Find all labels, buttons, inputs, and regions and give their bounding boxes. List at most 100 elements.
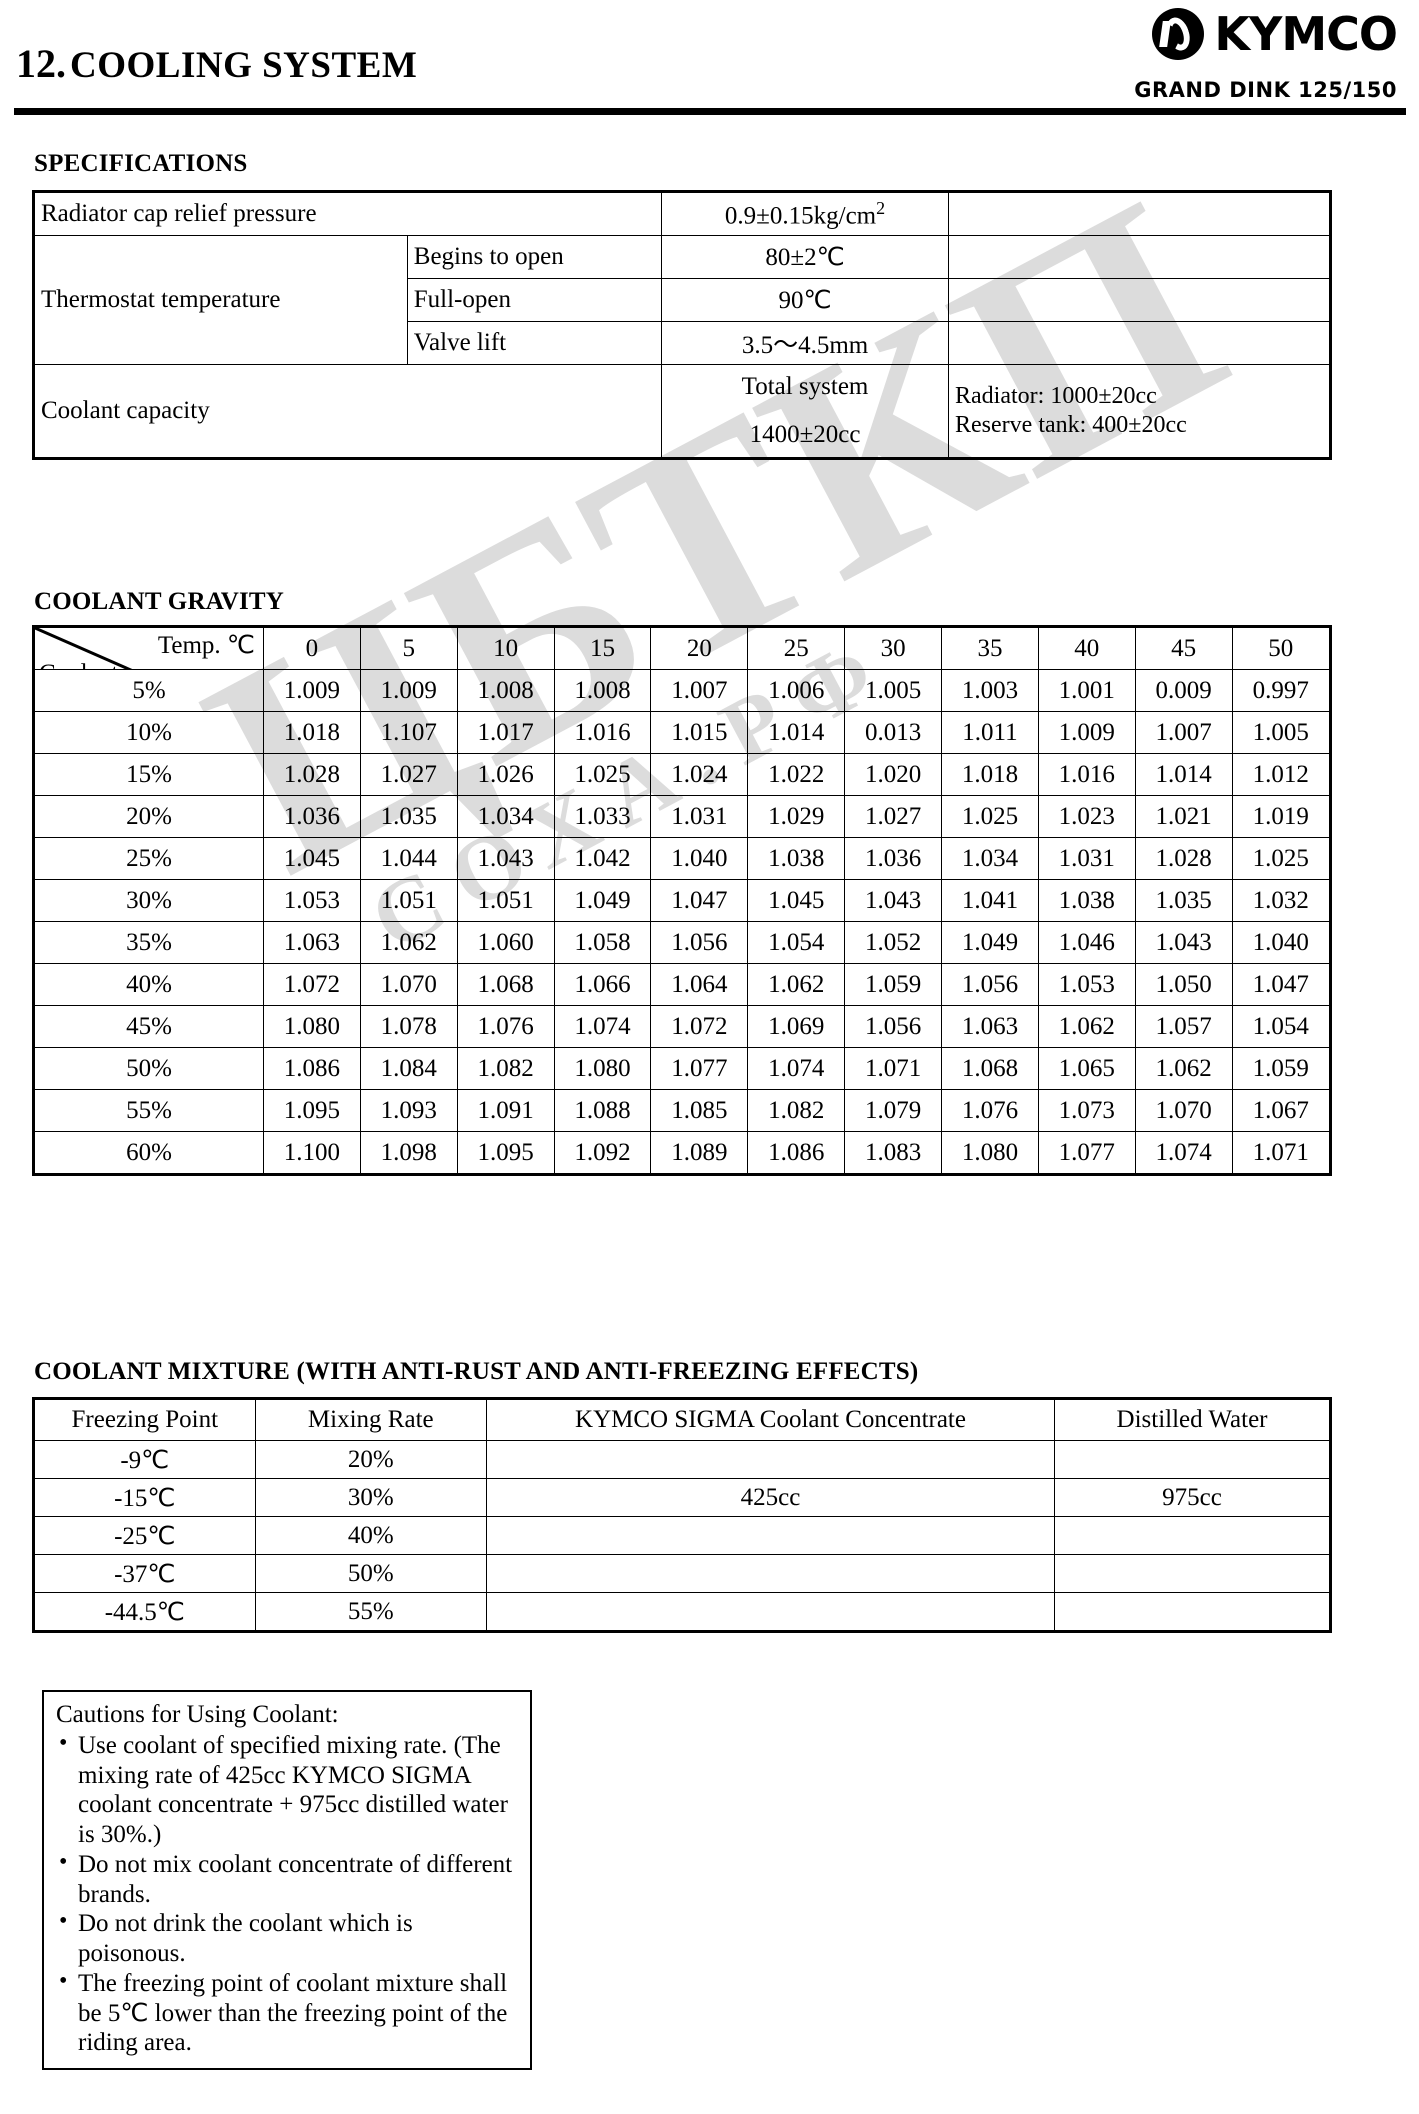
gravity-cell: 1.089 xyxy=(650,1131,749,1175)
gravity-cell: 1.034 xyxy=(456,795,555,838)
spec-sub-full-open: Full-open xyxy=(406,278,663,322)
mixture-col-mixing-rate: Mixing Rate xyxy=(254,1398,487,1441)
table-row: 35% 1.063 1.062 1.060 1.058 1.056 1.054 … xyxy=(33,921,1332,964)
coolant-capacity-total-value: 1400±20cc xyxy=(749,421,861,448)
coolant-mixture-table: Freezing Point Mixing Rate KYMCO SIGMA C… xyxy=(32,1397,1332,1633)
table-row: 30% 1.053 1.051 1.051 1.049 1.047 1.045 … xyxy=(33,879,1332,922)
spec-sub-valve-lift: Valve lift xyxy=(406,321,663,365)
table-header-row: Freezing Point Mixing Rate KYMCO SIGMA C… xyxy=(33,1398,1331,1441)
gravity-cell: 1.035 xyxy=(359,795,458,838)
gravity-cell: 1.082 xyxy=(456,1047,555,1090)
gravity-cell: 1.088 xyxy=(553,1089,652,1132)
gravity-cell: 1.044 xyxy=(359,837,458,880)
table-row: -37℃ 50% xyxy=(33,1554,1331,1593)
gravity-cell: 1.032 xyxy=(1231,879,1332,922)
gravity-cell: 1.091 xyxy=(456,1089,555,1132)
gravity-cell: 1.027 xyxy=(359,753,458,796)
gravity-cell: 1.051 xyxy=(359,879,458,922)
gravity-cell: 1.038 xyxy=(747,837,846,880)
mixture-mixing-rate: 40% xyxy=(254,1516,487,1555)
gravity-cell: 1.063 xyxy=(941,1005,1039,1048)
mixture-distilled-water xyxy=(1054,1554,1331,1593)
gravity-cell: 1.054 xyxy=(747,921,846,964)
gravity-cell: 1.040 xyxy=(650,837,749,880)
gravity-row-label: 20% xyxy=(33,795,264,838)
gravity-row-label: 60% xyxy=(33,1131,264,1175)
gravity-cell: 1.020 xyxy=(844,753,943,796)
gravity-cell: 1.107 xyxy=(359,711,458,754)
list-item: Use coolant of specified mixing rate. (T… xyxy=(54,1729,520,1850)
gravity-cell: 1.095 xyxy=(456,1131,555,1175)
diagonal-divider-icon xyxy=(35,628,132,669)
gravity-cell: 1.035 xyxy=(1134,879,1233,922)
spec-sub-begins-to-open: Begins to open xyxy=(406,235,663,279)
gravity-cell: 1.016 xyxy=(553,711,652,754)
gravity-cell: 1.077 xyxy=(1037,1131,1136,1175)
mixture-mixing-rate: 55% xyxy=(254,1592,487,1632)
spec-label-coolant-capacity: Coolant capacity xyxy=(32,364,663,459)
spec-value-radiator-cap: 0.9±0.15kg/cm2 xyxy=(661,191,950,236)
gravity-cell: 1.052 xyxy=(844,921,943,964)
gravity-cell: 1.003 xyxy=(941,669,1039,712)
cautions-list: Use coolant of specified mixing rate. (T… xyxy=(54,1729,520,2058)
coolant-mixture-title: COOLANT MIXTURE (WITH ANTI-RUST AND ANTI… xyxy=(34,1358,919,1385)
kymco-logo: KYMCO xyxy=(1152,8,1398,60)
gravity-cell: 1.024 xyxy=(650,753,749,796)
mixture-freezing-point: -9℃ xyxy=(33,1440,256,1479)
table-row: 5% 1.009 1.009 1.008 1.008 1.007 1.006 1… xyxy=(33,669,1332,712)
gravity-cell: 1.065 xyxy=(1037,1047,1136,1090)
gravity-cell: 1.036 xyxy=(844,837,943,880)
gravity-cell: 1.022 xyxy=(747,753,846,796)
gravity-cell: 1.059 xyxy=(1231,1047,1332,1090)
gravity-row-label: 35% xyxy=(33,921,264,964)
gravity-cell: 1.062 xyxy=(1037,1005,1136,1048)
gravity-temp-col-0: 0 xyxy=(263,626,361,670)
gravity-temp-col-6: 30 xyxy=(844,626,943,670)
mixture-col-freezing-point: Freezing Point xyxy=(33,1398,256,1441)
gravity-cell: 1.076 xyxy=(941,1089,1039,1132)
gravity-cell: 1.017 xyxy=(456,711,555,754)
gravity-cell: 1.023 xyxy=(1037,795,1136,838)
gravity-cell: 1.043 xyxy=(456,837,555,880)
mixture-concentrate xyxy=(485,1554,1056,1593)
gravity-concentration-axis-label: Coolant concentration xyxy=(39,660,175,669)
gravity-row-label: 40% xyxy=(33,963,264,1006)
mixture-col-concentrate: KYMCO SIGMA Coolant Concentrate xyxy=(485,1398,1056,1441)
table-row: 55% 1.095 1.093 1.091 1.088 1.085 1.082 … xyxy=(33,1089,1332,1132)
gravity-cell: 1.072 xyxy=(650,1005,749,1048)
table-row: 40% 1.072 1.070 1.068 1.066 1.064 1.062 … xyxy=(33,963,1332,1006)
spec-value-begins-to-open: 80±2℃ xyxy=(661,235,950,279)
table-row: -15℃ 30% 425cc 975cc xyxy=(33,1478,1331,1517)
gravity-row-label: 15% xyxy=(33,753,264,796)
gravity-cell: 1.007 xyxy=(650,669,749,712)
gravity-cell: 1.015 xyxy=(650,711,749,754)
gravity-temp-axis-label: Temp. ℃ xyxy=(157,632,255,659)
gravity-cell: 1.068 xyxy=(941,1047,1039,1090)
table-row: -9℃ 20% xyxy=(33,1440,1331,1479)
gravity-cell: 1.047 xyxy=(1231,963,1332,1006)
gravity-cell: 1.007 xyxy=(1134,711,1233,754)
table-row: Valve lift 3.5～4.5mm xyxy=(34,321,1331,365)
gravity-cell: 0.009 xyxy=(1134,669,1233,712)
gravity-cell: 1.066 xyxy=(553,963,652,1006)
gravity-cell: 1.070 xyxy=(1134,1089,1233,1132)
specifications-table: Radiator cap relief pressure 0.9±0.15kg/… xyxy=(32,190,1332,460)
mixture-concentrate xyxy=(485,1592,1056,1632)
gravity-cell: 1.046 xyxy=(1037,921,1136,964)
list-item: Do not mix coolant concentrate of differ… xyxy=(54,1848,520,1910)
gravity-cell: 1.074 xyxy=(747,1047,846,1090)
gravity-cell: 1.043 xyxy=(1134,921,1233,964)
gravity-cell: 1.068 xyxy=(456,963,555,1006)
gravity-cell: 1.026 xyxy=(456,753,555,796)
gravity-row-label: 5% xyxy=(33,669,264,712)
gravity-cell: 1.009 xyxy=(359,669,458,712)
gravity-cell: 1.009 xyxy=(263,669,361,712)
gravity-cell: 1.036 xyxy=(263,795,361,838)
spec-value-coolant-capacity: Total system 1400±20cc xyxy=(661,364,950,459)
gravity-temp-col-4: 20 xyxy=(650,626,749,670)
table-row: 45% 1.080 1.078 1.076 1.074 1.072 1.069 … xyxy=(33,1005,1332,1048)
gravity-cell: 1.071 xyxy=(1231,1131,1332,1175)
coolant-note-reserve-tank: Reserve tank: 400±20cc xyxy=(955,412,1187,438)
mixture-mixing-rate: 30% xyxy=(254,1478,487,1517)
